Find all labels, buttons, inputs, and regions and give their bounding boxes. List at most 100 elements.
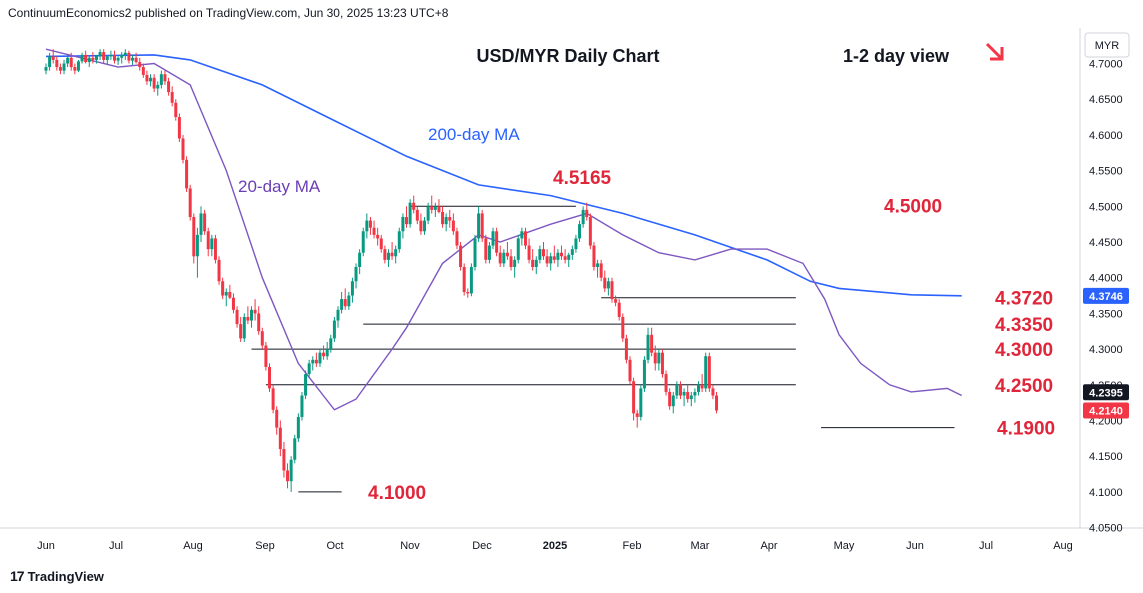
- candle-body: [123, 52, 127, 55]
- currency-badge[interactable]: [1084, 32, 1130, 58]
- candle-156: [606, 277, 610, 296]
- candle-66: [282, 441, 286, 478]
- candle-body: [188, 188, 192, 218]
- candle-146: [570, 245, 574, 260]
- candle-104: [419, 213, 423, 235]
- candle-166: [642, 356, 646, 392]
- candle-98: [397, 227, 401, 253]
- candle-71: [300, 391, 304, 421]
- candle-body: [51, 56, 55, 60]
- candle-154: [599, 259, 603, 282]
- candle-159: [617, 299, 621, 321]
- candle-171: [660, 349, 664, 378]
- candle-116: [462, 263, 466, 296]
- candle-body: [242, 316, 246, 339]
- candle-body: [44, 67, 48, 71]
- tradingview-logo-icon: 17: [10, 568, 25, 584]
- candle-44: [203, 209, 207, 235]
- candle-body: [376, 234, 380, 239]
- level-label-4.5000: 4.5000: [884, 196, 942, 217]
- candle-body: [329, 338, 333, 350]
- candle-body: [192, 217, 196, 257]
- candle-3: [55, 56, 59, 71]
- candle-97: [394, 245, 398, 264]
- candle-10: [80, 52, 84, 64]
- price-tag-label: 4.2395: [1089, 387, 1123, 399]
- price-tag-4.3746: 4.3746: [1083, 287, 1129, 304]
- candle-144: [563, 249, 567, 264]
- candle-body: [94, 56, 98, 60]
- candle-body: [390, 252, 394, 257]
- x-tick-label: Aug: [1053, 540, 1073, 552]
- candle-60: [260, 327, 264, 350]
- candle-138: [541, 242, 545, 260]
- x-tick-label: 2025: [543, 540, 567, 552]
- candle-57: [249, 306, 253, 328]
- y-tick-label: 4.1500: [1089, 451, 1123, 463]
- candle-body: [624, 338, 628, 360]
- publisher-header: ContinuumEconomics2 published on Trading…: [8, 6, 449, 20]
- candle-body: [73, 67, 77, 71]
- candle-body: [415, 209, 419, 221]
- candle-body: [372, 227, 376, 235]
- candle-4: [58, 63, 62, 75]
- candle-body: [185, 159, 189, 189]
- candle-126: [498, 245, 502, 267]
- candle-15: [98, 49, 102, 60]
- candle-body: [271, 388, 275, 410]
- candle-79: [329, 334, 333, 353]
- candle-body: [650, 334, 654, 353]
- y-tick-label: 4.3000: [1089, 344, 1123, 356]
- candle-body: [361, 231, 365, 253]
- candle-0: [44, 63, 48, 75]
- candle-body: [523, 231, 527, 246]
- candle-42: [195, 227, 199, 278]
- candle-82: [340, 291, 344, 314]
- candle-149: [581, 206, 585, 228]
- candle-body: [531, 259, 535, 267]
- candle-body: [715, 395, 719, 411]
- candle-112: [448, 209, 452, 228]
- candle-122: [484, 234, 488, 264]
- candle-body: [246, 316, 250, 321]
- y-tick-label: 4.4500: [1089, 237, 1123, 249]
- candle-41: [192, 213, 196, 264]
- candle-body: [711, 388, 715, 396]
- candle-body: [671, 395, 675, 407]
- candle-133: [523, 227, 527, 250]
- candle-body: [441, 212, 445, 225]
- tradingview-footer[interactable]: 17 TradingView: [10, 568, 104, 584]
- candle-body: [332, 320, 336, 339]
- candle-body: [210, 238, 214, 250]
- candle-96: [390, 242, 394, 260]
- candle-body: [682, 391, 686, 396]
- candle-body: [405, 217, 408, 225]
- candle-175: [675, 381, 679, 400]
- candle-body: [419, 220, 423, 232]
- candle-147: [574, 234, 578, 253]
- peak-label: 4.5165: [553, 168, 612, 189]
- candle-140: [549, 252, 553, 271]
- candle-body: [109, 54, 113, 57]
- y-tick-label: 4.5000: [1089, 201, 1123, 213]
- candle-26: [138, 57, 142, 71]
- y-tick-label: 4.7000: [1089, 59, 1123, 71]
- candle-158: [614, 295, 618, 307]
- candle-121: [480, 209, 484, 242]
- candle-75: [314, 352, 318, 367]
- candle-body: [66, 57, 70, 64]
- candle-34: [167, 77, 171, 96]
- candle-137: [538, 245, 542, 264]
- candle-25: [134, 52, 138, 64]
- candle-130: [513, 256, 517, 278]
- candle-103: [415, 206, 419, 225]
- candle-body: [48, 56, 52, 68]
- level-label-4.3350: 4.3350: [995, 315, 1053, 336]
- ma20-line: [45, 48, 963, 411]
- candle-132: [520, 227, 524, 246]
- candle-169: [653, 345, 657, 371]
- candle-185: [711, 384, 715, 400]
- candle-16: [102, 49, 106, 64]
- candle-body: [527, 245, 531, 260]
